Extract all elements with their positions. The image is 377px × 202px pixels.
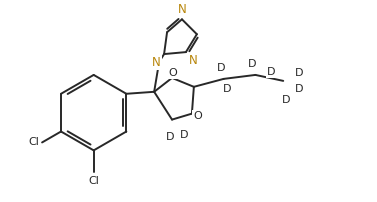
Text: D: D [166, 132, 174, 142]
Text: Cl: Cl [88, 176, 99, 186]
Text: D: D [248, 59, 257, 69]
Text: D: D [282, 95, 290, 105]
Text: O: O [193, 111, 202, 121]
Text: O: O [169, 68, 178, 78]
Text: N: N [152, 56, 161, 69]
Text: D: D [295, 68, 303, 78]
Text: N: N [178, 3, 186, 16]
Text: N: N [189, 54, 198, 67]
Text: Cl: Cl [28, 137, 39, 147]
Text: D: D [222, 84, 231, 94]
Text: D: D [267, 67, 276, 77]
Text: D: D [216, 63, 225, 73]
Text: D: D [180, 129, 188, 140]
Text: D: D [295, 84, 303, 94]
